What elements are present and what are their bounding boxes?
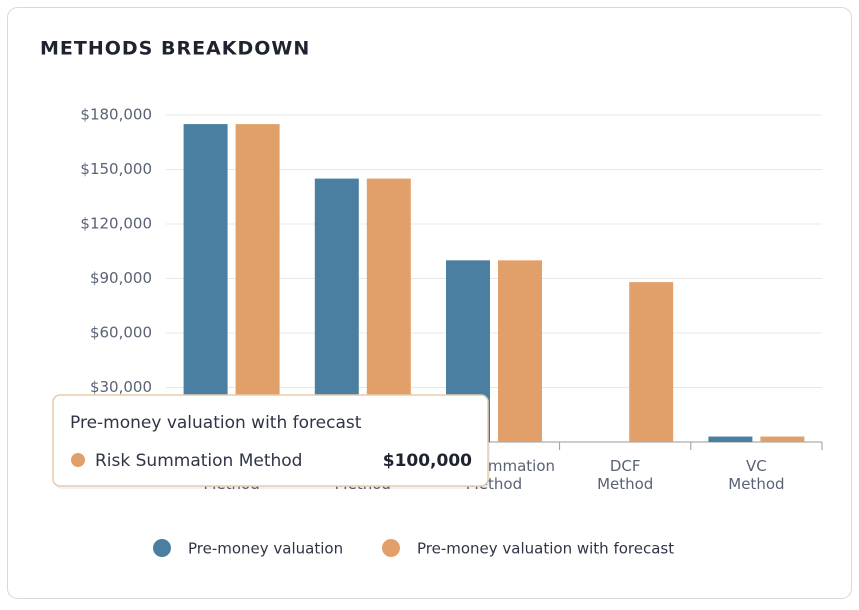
tooltip-value: $100,000: [383, 451, 472, 471]
y-tick-label: $60,000: [90, 324, 152, 342]
y-tick-label: $30,000: [90, 378, 152, 396]
tooltip-title: Pre-money valuation with forecast: [70, 413, 362, 433]
legend-swatch[interactable]: [153, 539, 171, 557]
chart-title: METHODS BREAKDOWN: [40, 38, 310, 60]
tooltip-swatch: [71, 453, 85, 467]
y-tick-label: $180,000: [80, 106, 152, 124]
legend-label[interactable]: Pre-money valuation with forecast: [417, 540, 674, 558]
bar[interactable]: [760, 436, 805, 442]
bar[interactable]: [629, 282, 674, 442]
x-tick-label: DCF Method: [597, 457, 653, 493]
y-tick-label: $90,000: [90, 269, 152, 287]
legend-swatch[interactable]: [382, 539, 400, 557]
y-tick-label: $120,000: [80, 215, 152, 233]
legend: Pre-money valuation Pre-money valuation w…: [153, 539, 674, 558]
bar[interactable]: [708, 436, 753, 442]
legend-label[interactable]: Pre-money valuation: [188, 540, 343, 558]
y-tick-label: $150,000: [80, 160, 152, 178]
tooltip: Pre-money valuation with forecast Risk Su…: [52, 394, 490, 489]
card: [7, 7, 852, 599]
tooltip-category: Risk Summation Method: [95, 451, 302, 471]
bar[interactable]: [235, 124, 280, 442]
bar[interactable]: [183, 124, 228, 442]
x-tick-label: VC Method: [728, 457, 784, 493]
tooltip-box: [52, 394, 489, 487]
bar[interactable]: [498, 260, 542, 442]
